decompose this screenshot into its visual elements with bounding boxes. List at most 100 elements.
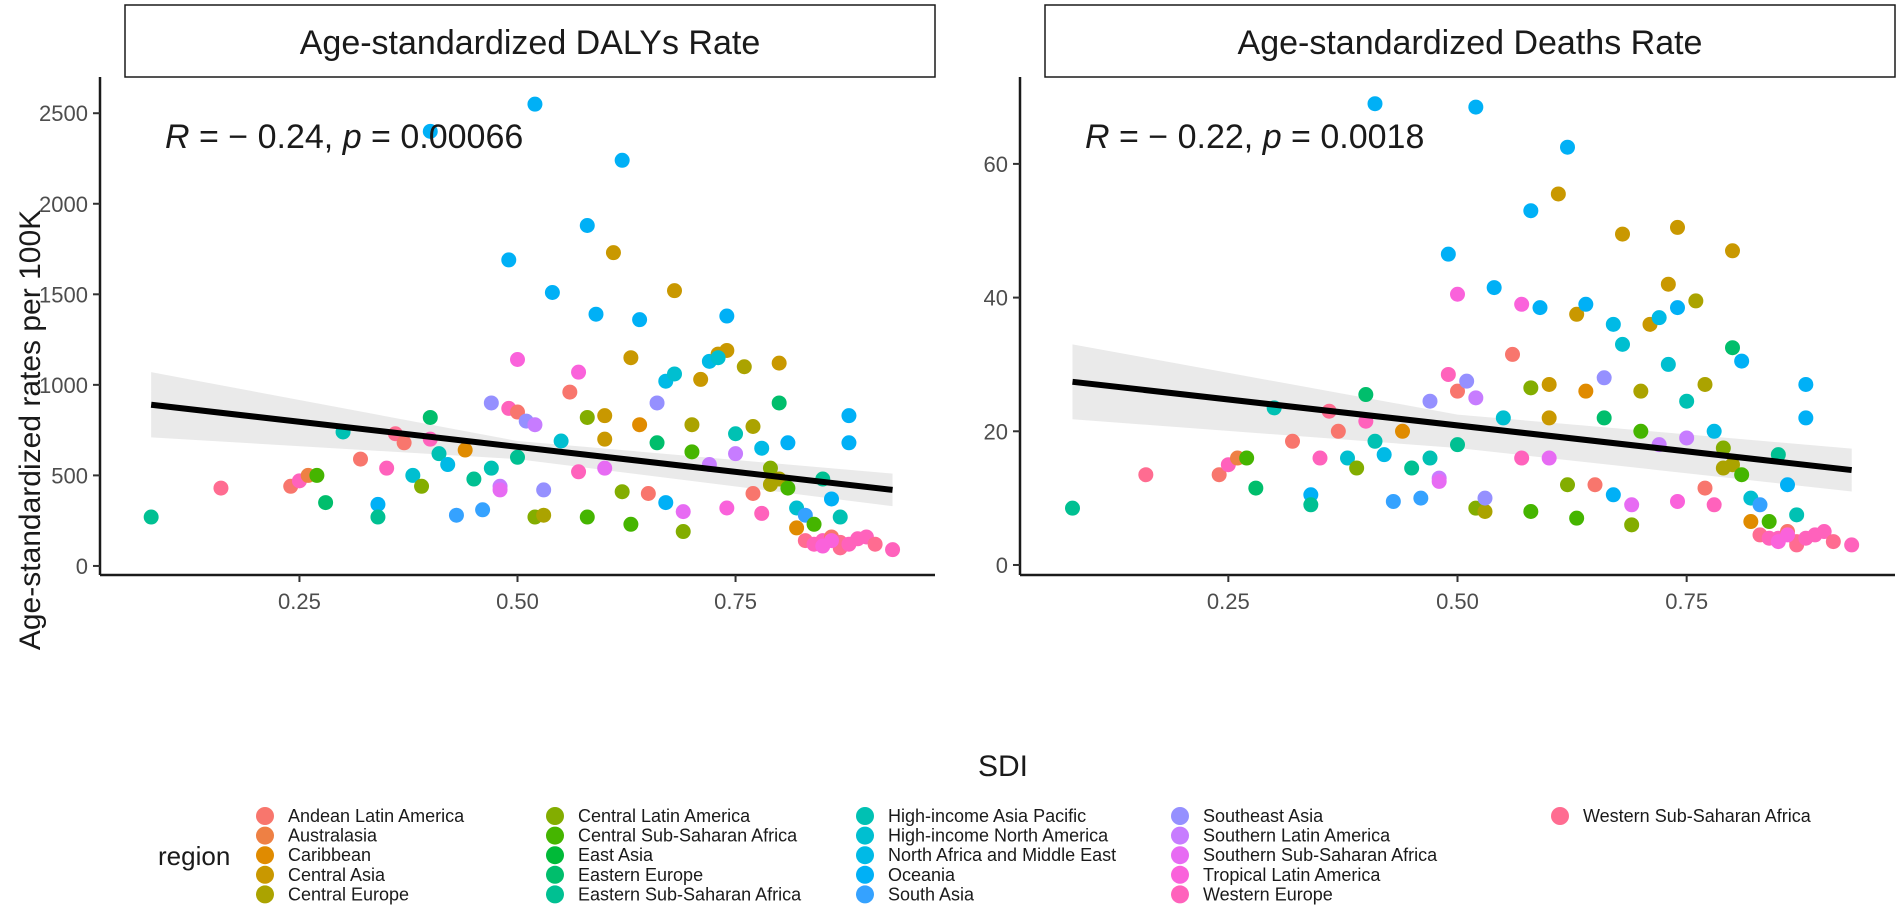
dalys-y-tick-label-2: 1000 (39, 373, 88, 398)
dalys-point-40 (597, 408, 613, 424)
deaths-point-30 (1459, 373, 1475, 389)
dalys-point-98 (510, 352, 525, 368)
dalys-point-85 (841, 435, 857, 451)
deaths-point-44 (1569, 510, 1585, 526)
dalys-point-26 (492, 482, 508, 498)
dalys-point-92 (614, 152, 630, 168)
dalys-point-66 (754, 440, 770, 456)
deaths-stat-r-value: = − 0.22, (1110, 118, 1263, 156)
deaths-point-56 (1651, 310, 1667, 326)
dalys-point-97 (632, 312, 648, 328)
dalys-point-36 (571, 464, 587, 480)
dalys-point-55 (693, 371, 709, 387)
deaths-point-47 (1596, 410, 1612, 426)
deaths-point-48 (1596, 370, 1612, 386)
dalys-x-tick-label-1: 0.50 (496, 589, 539, 614)
dalys-point-95 (544, 284, 560, 300)
dalys-x-tick-label-2: 0.75 (714, 589, 757, 614)
deaths-point-91 (1468, 99, 1484, 115)
deaths-point-88 (1825, 534, 1841, 550)
deaths-point-11 (1312, 450, 1328, 466)
legend-label-15: Southeast Asia (1203, 806, 1324, 826)
dalys-point-74 (789, 520, 805, 536)
dalys-stat-r-value: = − 0.24, (190, 118, 343, 156)
deaths-x-tick-label-2: 0.75 (1665, 589, 1708, 614)
legend-swatch-1 (256, 826, 274, 845)
dalys-point-104 (597, 460, 613, 476)
legend-swatch-17 (1171, 846, 1189, 865)
legend-label-19: Western Europe (1203, 884, 1333, 904)
dalys-point-46 (640, 486, 656, 502)
dalys-point-13 (396, 435, 412, 451)
deaths-point-6 (1248, 480, 1264, 496)
deaths-point-96 (1532, 300, 1548, 316)
deaths-panel: Age-standardized Deaths Rate R = − 0.22,… (984, 4, 1896, 614)
deaths-point-84 (1798, 376, 1814, 392)
deaths-point-66 (1706, 423, 1722, 439)
dalys-point-80 (824, 491, 839, 507)
dalys-point-73 (780, 480, 796, 496)
dalys-point-44 (623, 516, 639, 532)
dalys-point-34 (553, 433, 569, 449)
dalys-point-24 (483, 460, 499, 476)
legend-swatch-10 (856, 807, 874, 825)
deaths-point-97 (1578, 296, 1594, 312)
dalys-point-63 (736, 359, 752, 375)
deaths-point-43 (1569, 306, 1585, 322)
dalys-stat-p: p (342, 118, 362, 156)
legend-swatch-8 (546, 865, 564, 884)
deaths-point-93 (1523, 203, 1539, 219)
deaths-point-89 (1844, 537, 1860, 553)
dalys-point-61 (728, 426, 744, 442)
deaths-y-tick-label-0: 0 (996, 553, 1008, 578)
dalys-point-106 (719, 500, 735, 516)
deaths-point-46 (1587, 477, 1603, 493)
deaths-confidence-band (1072, 344, 1852, 492)
dalys-point-62 (728, 446, 744, 462)
legend: region Andean Latin AmericaAustralasiaCa… (158, 806, 1812, 904)
dalys-point-11 (379, 460, 395, 476)
legend-label-8: Eastern Europe (578, 865, 703, 885)
deaths-point-15 (1349, 460, 1365, 476)
deaths-point-13 (1330, 423, 1346, 439)
legend-label-10: High-income Asia Pacific (888, 806, 1086, 826)
deaths-point-24 (1422, 450, 1438, 466)
legend-label-2: Caribbean (288, 845, 371, 865)
dalys-point-101 (710, 350, 726, 366)
dalys-strip (124, 4, 936, 78)
deaths-point-102 (1422, 393, 1438, 409)
deaths-point-31 (1468, 390, 1484, 406)
legend-label-7: East Asia (578, 845, 654, 865)
deaths-point-72 (1734, 353, 1750, 369)
dalys-point-14 (405, 467, 421, 483)
deaths-point-73 (1734, 467, 1750, 483)
deaths-point-59 (1670, 219, 1685, 235)
dalys-point-72 (780, 435, 796, 451)
deaths-stat-p: p (1262, 118, 1282, 156)
deaths-point-62 (1679, 430, 1695, 446)
deaths-point-18 (1367, 433, 1383, 449)
deaths-point-8 (1285, 433, 1300, 449)
legend-label-5: Central Latin America (578, 806, 751, 826)
legend-label-6: Central Sub-Saharan Africa (578, 826, 798, 846)
dalys-point-112 (841, 536, 857, 552)
dalys-point-52 (675, 524, 691, 540)
deaths-stat-r: R (1085, 118, 1110, 156)
dalys-point-88 (867, 536, 883, 552)
legend-label-9: Eastern Sub-Saharan Africa (578, 884, 802, 904)
dalys-stat-r: R (165, 118, 190, 156)
x-axis-title: SDI (978, 750, 1028, 783)
legend-swatch-4 (256, 885, 274, 904)
dalys-point-113 (824, 533, 839, 549)
deaths-point-41 (1550, 186, 1566, 202)
deaths-point-16 (1358, 387, 1374, 403)
legend-label-0: Andean Latin America (288, 806, 465, 826)
deaths-point-104 (1541, 450, 1557, 466)
dalys-point-90 (422, 123, 438, 139)
legend-label-20: Western Sub-Saharan Africa (1583, 806, 1812, 826)
dalys-point-96 (588, 306, 604, 322)
deaths-point-53 (1633, 383, 1649, 399)
deaths-point-77 (1761, 514, 1777, 530)
dalys-point-22 (466, 471, 482, 487)
deaths-strip (1044, 4, 1896, 78)
